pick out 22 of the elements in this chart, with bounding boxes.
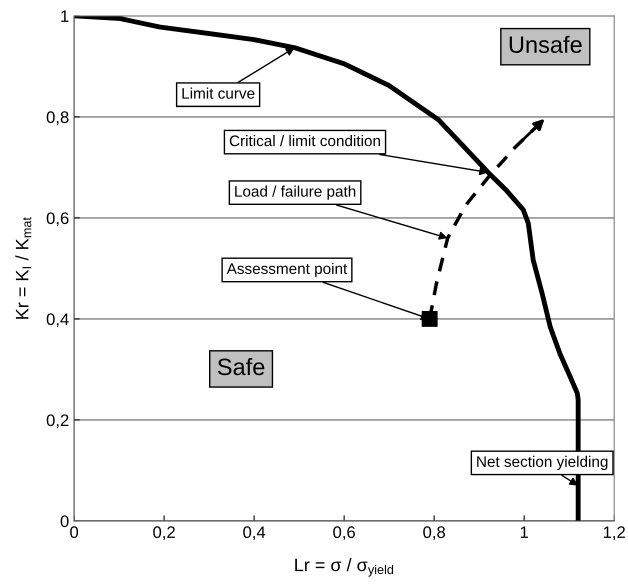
annotation: Assessment point xyxy=(226,262,348,278)
annotation: Limit curve xyxy=(182,88,254,99)
x-tick-label: 1 xyxy=(520,526,528,538)
annotation: Critical / limit condition xyxy=(230,135,380,146)
y-tick-label: 0 xyxy=(60,515,69,528)
y-tick-label: 0,2 xyxy=(46,414,68,428)
x-tick-label: 1,2 xyxy=(604,526,625,540)
y-tick-label: 0,8 xyxy=(46,111,69,126)
annotation: Net section yielding xyxy=(477,456,608,470)
y-tick-label: 1 xyxy=(61,10,68,22)
x-tick-label: 0,4 xyxy=(243,526,266,540)
annotation: Load / failure path xyxy=(235,186,356,200)
y-tick-label: 0,4 xyxy=(46,313,69,328)
x-tick-label: 0 xyxy=(70,526,78,538)
annotation: Safe xyxy=(218,358,264,376)
x-tick-label: 0,6 xyxy=(333,526,355,540)
y-axis-title: Kr = K$_{I}$ / K$_{mat}$ xyxy=(15,217,32,319)
x-tick-label: 0,2 xyxy=(153,526,175,540)
x-axis-title: Lr = σ / σ$_{yield}$ xyxy=(295,558,394,577)
x-tick-label: 0,8 xyxy=(423,526,446,540)
y-tick-label: 0,6 xyxy=(46,212,69,226)
annotation: Unsafe xyxy=(510,36,582,54)
